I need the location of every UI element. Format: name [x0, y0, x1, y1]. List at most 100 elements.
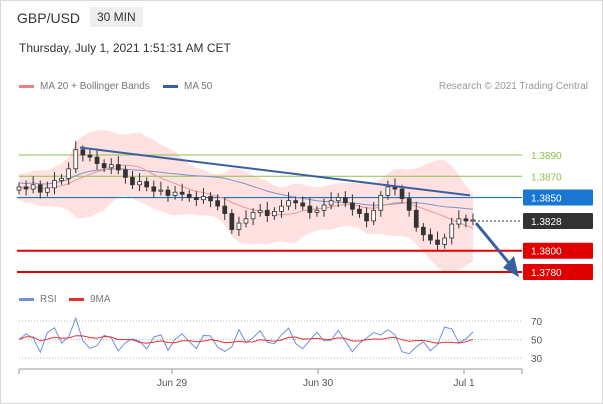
x-axis-tick-label: Jun 29	[157, 378, 187, 389]
candle-down	[229, 213, 235, 230]
candle-down	[101, 163, 107, 169]
candle-down	[364, 213, 369, 222]
candle-up	[442, 237, 448, 245]
candle-down	[222, 205, 228, 214]
legend-label: MA 50	[184, 81, 213, 92]
ma50-line	[18, 168, 474, 210]
candles	[16, 141, 476, 251]
candle-down	[186, 193, 192, 198]
candle-down	[357, 208, 362, 214]
candle-down	[130, 176, 135, 186]
candle-down	[80, 149, 86, 156]
candle-up	[108, 164, 114, 169]
candle-up	[470, 219, 476, 222]
candle-up	[172, 191, 178, 196]
candle-up	[378, 194, 384, 211]
legend-rsi: RSI	[19, 294, 57, 305]
candle-down	[151, 186, 157, 192]
rsi-panel: 30 50 70	[18, 316, 543, 365]
legend-swatch	[163, 85, 178, 88]
legend-ma50: MA 50	[163, 81, 212, 92]
legend-label: MA 20 + Bollinger Bands	[40, 81, 150, 92]
candle-up	[385, 186, 391, 196]
candle-down	[264, 209, 270, 217]
moving-averages	[18, 164, 474, 229]
copyright-text: Research © 2021 Trading Central	[438, 81, 588, 92]
candle-up	[236, 222, 242, 230]
candle-down	[406, 198, 412, 211]
trendline	[79, 146, 471, 197]
candle-down	[23, 186, 29, 190]
candle-up	[271, 210, 277, 217]
candle-down	[399, 188, 405, 200]
rsi-tick-label: 50	[531, 336, 543, 347]
candle-up	[52, 180, 57, 189]
level-label: 1.3850	[531, 194, 562, 205]
legend-swatch	[19, 298, 34, 301]
candle-down	[463, 218, 469, 222]
candle-up	[137, 181, 142, 186]
candle-up	[335, 197, 341, 202]
level-label: 1.3780	[531, 268, 562, 279]
candle-up	[286, 200, 291, 207]
forecast-arrow-head	[503, 256, 519, 278]
candle-down	[87, 154, 93, 158]
candle-up	[66, 168, 71, 179]
candle-up	[314, 209, 320, 213]
datetime-label: Thursday, July 1, 2021 1:51:31 AM CET	[19, 41, 231, 55]
x-axis-tick-label: Jul 1	[453, 378, 475, 389]
candle-down	[165, 189, 171, 196]
rsi-line	[18, 316, 474, 355]
candle-down	[413, 209, 419, 228]
level-label: 1.3890	[531, 151, 562, 162]
candle-down	[94, 156, 100, 164]
legend-9ma: 9MA	[69, 294, 111, 305]
candle-up	[371, 209, 377, 222]
candle-down	[215, 200, 220, 207]
level-label: 1.3800	[531, 247, 562, 258]
legend-label: 9MA	[90, 294, 111, 305]
candle-up	[321, 204, 327, 211]
legend-swatch	[69, 298, 84, 301]
rsi-tick-label: 70	[531, 317, 543, 328]
candle-up	[243, 218, 249, 224]
rsi-9ma-line	[18, 335, 474, 344]
candle-down	[193, 197, 199, 200]
candle-up	[250, 211, 256, 220]
candle-down	[420, 226, 426, 236]
level-label: 1.3870	[531, 172, 562, 183]
timeframe-badge[interactable]: 30 MIN	[90, 7, 143, 27]
level-label-box	[523, 264, 593, 280]
candle-up	[201, 196, 206, 201]
symbol-title: GBP/USD	[17, 10, 81, 26]
trendline-group	[79, 146, 519, 278]
level-label-box	[523, 189, 593, 206]
candle-down	[350, 202, 355, 210]
level-label-box	[523, 212, 593, 229]
candle-up	[16, 186, 22, 191]
candle-up	[328, 200, 334, 206]
candle-down	[208, 196, 213, 202]
x-axis-tick-label: Jun 30	[303, 378, 333, 389]
level-label-box	[523, 242, 593, 259]
candle-down	[179, 191, 185, 195]
candle-up	[59, 177, 64, 181]
level-labels: 1.3890 1.3870 1.3850 1.3828 1.3800 1.3780	[523, 151, 593, 280]
forecast-arrow-shaft	[474, 222, 514, 268]
candle-down	[116, 164, 121, 171]
candle-down	[144, 181, 149, 188]
rsi-tick-label: 30	[531, 354, 543, 365]
candle-down	[300, 202, 306, 207]
candle-down	[428, 234, 433, 241]
candle-up	[456, 218, 462, 225]
x-axis: Jun 29 Jun 30 Jul 1	[18, 368, 523, 389]
candle-down	[307, 205, 313, 213]
candle-down	[123, 169, 128, 178]
candle-down	[37, 184, 43, 193]
level-lines	[17, 154, 522, 273]
candle-up	[73, 149, 79, 170]
ma20-line	[18, 164, 474, 229]
candle-up	[45, 187, 50, 193]
candle-up	[30, 184, 36, 190]
